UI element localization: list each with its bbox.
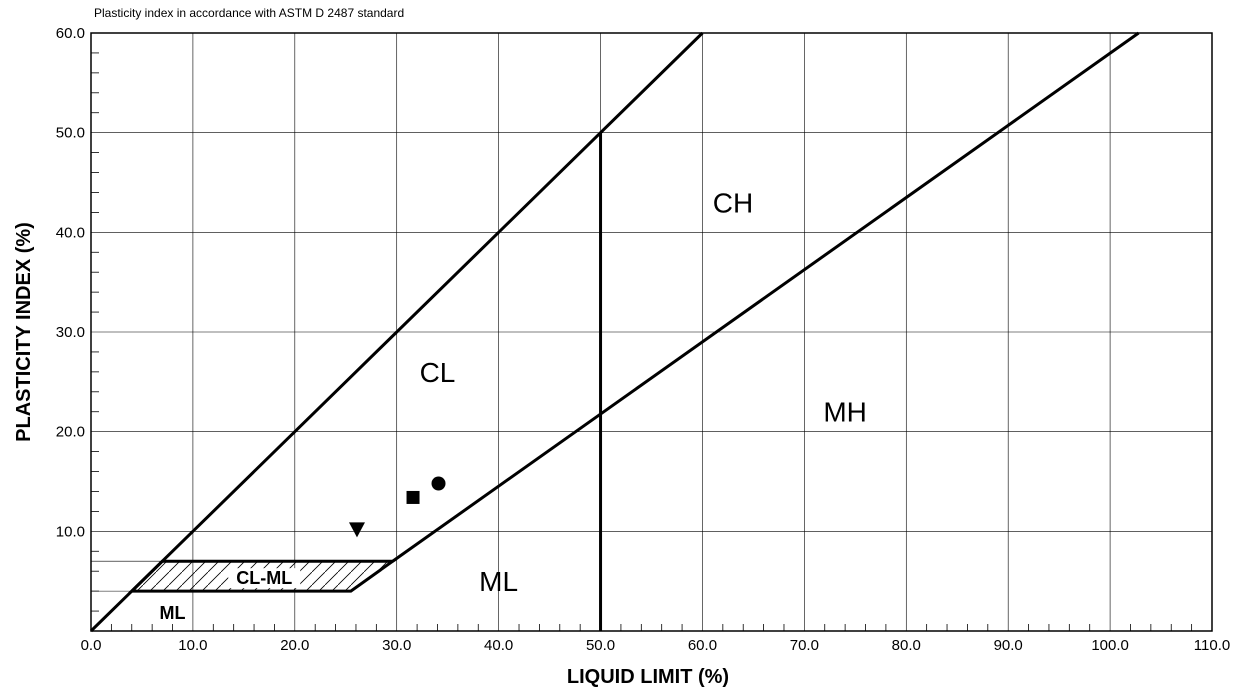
y-tick-label: 20.0 [56, 424, 85, 441]
y-tick-label: 10.0 [56, 523, 85, 540]
y-tick-label: 50.0 [56, 125, 85, 142]
a-line [391, 31, 1140, 563]
x-axis-title: LIQUID LIMIT (%) [567, 666, 729, 688]
y-axis-title: PLASTICITY INDEX (%) [13, 222, 35, 442]
x-tick-label: 110.0 [1194, 637, 1230, 654]
y-tick-label: 60.0 [56, 25, 85, 42]
x-tick-label: 80.0 [892, 637, 921, 654]
minor-ticks [91, 52, 1193, 631]
x-tick-label: 10.0 [178, 637, 207, 654]
x-tick-label: 100.0 [1091, 637, 1129, 654]
x-tick-label: 30.0 [382, 637, 411, 654]
chart-title: Plasticity index in accordance with ASTM… [94, 6, 404, 20]
zone-label-ml-small: ML [160, 603, 186, 623]
zone-label-cl-ml: CL-ML [236, 568, 292, 588]
data-point-square [406, 490, 420, 504]
zone-label-cl: CL [420, 357, 456, 388]
x-tick-label: 0.0 [81, 637, 102, 654]
u-line [161, 31, 704, 563]
zone-label-ml: ML [479, 566, 518, 597]
grid [91, 33, 1212, 631]
zone-labels: CL CH MH ML CL-ML ML [160, 187, 867, 623]
x-tick-label: 90.0 [994, 637, 1023, 654]
x-tick-label: 60.0 [688, 637, 717, 654]
data-point-circle [431, 476, 446, 491]
zone-label-ch: CH [713, 187, 753, 218]
reference-lines [89, 31, 1140, 633]
y-tick-labels: 10.0 20.0 30.0 40.0 50.0 60.0 [56, 25, 85, 540]
x-tick-label: 50.0 [586, 637, 615, 654]
cl-ml-label-bg [228, 568, 301, 589]
x-tick-label: 70.0 [790, 637, 819, 654]
plot-frame [90, 32, 1213, 632]
x-tick-label: 40.0 [484, 637, 513, 654]
x-tick-labels: 0.0 10.0 20.0 30.0 40.0 50.0 60.0 70.0 80.0 90.0 1… [81, 637, 1231, 654]
y-tick-label: 40.0 [56, 224, 85, 241]
data-points [348, 476, 446, 538]
data-point-triangle [348, 522, 365, 538]
zone-label-mh: MH [823, 397, 867, 428]
u-line-lower [89, 560, 164, 633]
y-tick-label: 30.0 [56, 324, 85, 341]
x-tick-label: 20.0 [280, 637, 309, 654]
